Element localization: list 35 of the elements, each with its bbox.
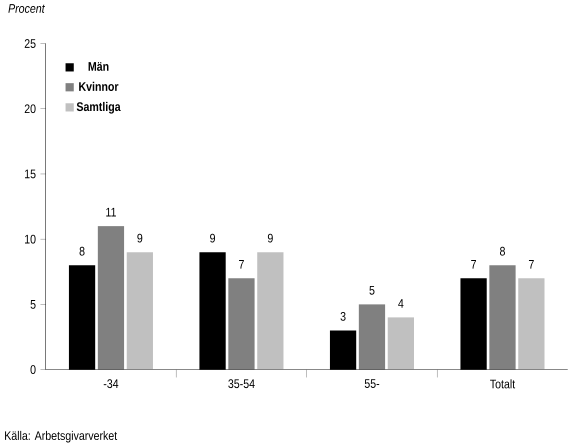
y-tick-label: 25 (24, 39, 36, 48)
data-label: 11 (106, 208, 116, 217)
legend-label: Samtliga (76, 102, 121, 114)
y-tick-label: 10 (25, 234, 36, 244)
bar (388, 318, 414, 370)
y-tick-label: 5 (30, 300, 36, 309)
data-label: 9 (210, 234, 216, 243)
y-tick-label: 0 (30, 365, 36, 374)
x-tick-label: Totalt (490, 379, 516, 389)
chart-title: Procent (8, 4, 45, 14)
bar (98, 226, 124, 370)
x-tick-label: -34 (104, 379, 118, 388)
bar (228, 278, 255, 370)
data-label: 5 (369, 286, 374, 295)
bar (489, 265, 516, 370)
data-label: 8 (80, 246, 85, 256)
bar (257, 252, 284, 370)
y-tick-label: 15 (25, 170, 36, 179)
data-label: 9 (137, 234, 142, 243)
bar (126, 252, 153, 370)
x-tick-label: 35-54 (228, 379, 255, 388)
data-label: 9 (268, 234, 273, 243)
x-tick-label: 55- (364, 379, 380, 388)
bar (518, 278, 545, 370)
text: Källa: Arbetsgivarverket (5, 431, 118, 443)
data-label: 4 (398, 299, 404, 308)
data-label: 3 (340, 312, 346, 322)
data-label: 7 (239, 260, 244, 269)
data-label: 7 (528, 260, 534, 269)
data-label: 8 (500, 246, 505, 256)
y-tick-label: 20 (24, 104, 36, 114)
legend-label: Kvinnor (79, 82, 118, 92)
legend-label: Män (88, 62, 108, 72)
data-label: 7 (471, 260, 476, 269)
bar (358, 304, 386, 370)
